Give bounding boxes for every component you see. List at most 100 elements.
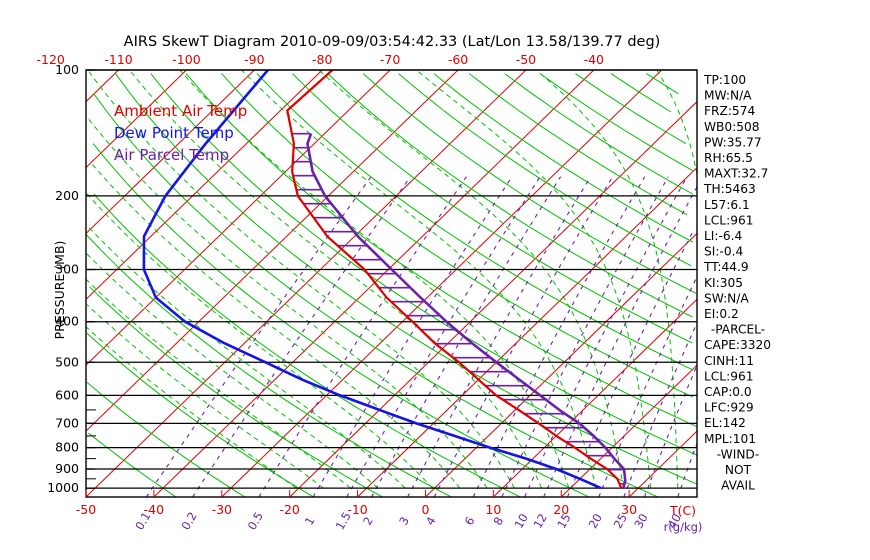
moist-adiabat-line	[241, 70, 597, 489]
parameter-line-5: RH:65.5	[704, 151, 753, 165]
mixing-ratio-tick-label: 10	[511, 511, 530, 531]
parameter-line-15: EI:0.2	[704, 307, 739, 321]
top-temp-tick-label: -90	[244, 52, 264, 67]
mixing-ratio-tick-label: 30	[631, 511, 650, 531]
top-temp-tick-label: -40	[584, 52, 604, 67]
parameter-line-16: -PARCEL-	[711, 323, 765, 337]
bottom-temp-tick-label: 10	[485, 502, 501, 517]
legend-item-1: Dew Point Temp	[114, 124, 234, 142]
dewpoint-curve	[142, 70, 602, 490]
parameter-line-26: AVAIL	[721, 479, 755, 493]
parameter-line-1: MW:N/A	[704, 89, 752, 103]
moist-adiabat-line	[86, 304, 324, 489]
moist-adiabat-line	[535, 70, 679, 489]
parameter-line-8: L57:6.1	[704, 198, 750, 212]
isotherm-line	[86, 70, 187, 169]
mixing-ratio-line	[258, 176, 467, 497]
bottom-temp-tick-label: -30	[212, 502, 232, 517]
moist-adiabat-line	[318, 70, 624, 489]
mixing-ratio-line	[370, 176, 562, 497]
bottom-temp-tick-label: 0	[421, 502, 429, 517]
dry-adiabat-line	[398, 73, 692, 267]
bottom-temp-tick-label: 20	[553, 502, 569, 517]
parameter-line-20: CAP:0.0	[704, 385, 752, 399]
pressure-tick-label: 300	[55, 262, 79, 277]
moist-adiabat-line	[87, 117, 488, 489]
dry-adiabat-line	[150, 73, 697, 456]
pressure-axis-label: PRESSURE (MB)	[52, 241, 67, 340]
isotherm-line	[86, 70, 527, 497]
moist-adiabat-line	[86, 192, 433, 489]
dry-adiabat-line	[362, 73, 697, 294]
parameter-line-25: NOT	[725, 463, 752, 477]
cape-hatch-area	[291, 132, 625, 485]
mixing-ratio-line	[677, 442, 697, 497]
mixing-ratio-line	[407, 176, 592, 497]
parameter-line-6: MAXT:32.7	[704, 167, 768, 181]
bottom-temp-tick-label: -50	[76, 502, 96, 517]
dry-adiabat-line	[256, 73, 694, 371]
parameter-line-23: MPL:101	[704, 432, 756, 446]
parameter-line-17: CAPE:3320	[704, 338, 771, 352]
isotherm-line	[221, 70, 663, 497]
mixing-ratio-line	[566, 228, 695, 497]
moist-adiabat-line	[129, 70, 543, 489]
pressure-tick-label: 800	[55, 440, 79, 455]
dry-adiabat-line	[86, 332, 315, 497]
parameter-line-22: EL:142	[704, 416, 746, 430]
moist-adiabat-line	[87, 70, 515, 489]
parameter-line-11: SI:-0.4	[704, 245, 743, 259]
dry-adiabat-line	[327, 73, 693, 318]
moist-adiabat-lines	[86, 70, 697, 489]
moist-adiabat-line	[86, 252, 379, 489]
dry-adiabat-line	[292, 73, 693, 344]
pressure-tick-label: 600	[55, 387, 79, 402]
dry-adiabat-line	[86, 233, 452, 497]
moist-adiabat-line	[89, 161, 461, 489]
dry-adiabat-line	[86, 381, 246, 497]
top-temp-tick-label: -50	[516, 52, 536, 67]
pressure-tick-label: 500	[55, 354, 79, 369]
page-title: AIRS SkewT Diagram 2010-09-09/03:54:42.3…	[124, 34, 661, 50]
pressure-axis-ticks: 100 200 300 400 500 600 700 800 900 1000	[47, 62, 95, 495]
parameter-line-13: KI:305	[704, 276, 743, 290]
parameter-line-12: TT:44.9	[703, 260, 749, 274]
isotherm-line	[86, 70, 255, 235]
dry-adiabat-line	[93, 93, 659, 497]
pressure-tick-label: 900	[55, 461, 79, 476]
mixing-ratio-line	[145, 176, 372, 497]
plot-border	[85, 69, 698, 498]
parameter-line-2: FRZ:574	[704, 104, 755, 118]
parameter-line-21: LFC:929	[704, 401, 754, 415]
isotherm-line	[492, 298, 697, 497]
isotherm-line	[153, 70, 595, 497]
ambient-temp-curve	[286, 70, 623, 489]
legend-item-0: Ambient Air Temp	[114, 102, 247, 120]
bottom-temp-tick-label: -20	[279, 502, 299, 517]
mixing-ratio-line	[501, 176, 669, 497]
isotherm-line	[289, 100, 697, 497]
dry-adiabat-line	[114, 73, 697, 485]
sounding-curves	[142, 70, 627, 490]
mixing-ratio-tick-label: 20	[586, 511, 605, 531]
pressure-tick-label: 700	[55, 415, 79, 430]
mixing-ratio-line	[524, 176, 688, 497]
moist-adiabat-line	[656, 70, 697, 175]
pressure-tick-label: 400	[55, 314, 79, 329]
dry-adiabat-line	[185, 73, 697, 428]
top-temp-tick-label: -100	[172, 52, 200, 67]
mixing-ratio-axis-label: r(g/kg)	[664, 520, 703, 534]
mixing-ratio-line	[543, 186, 697, 497]
top-temp-tick-label: -70	[380, 52, 400, 67]
top-temp-tick-label: -60	[448, 52, 468, 67]
parcel-temp-curve	[306, 133, 627, 489]
parameter-line-9: LCL:961	[704, 213, 753, 227]
bottom-temperature-ticks: -50 -40 -30 -20 -10 0 10 20 30	[76, 490, 637, 517]
dry-adiabat-line	[575, 73, 687, 145]
mixing-ratio-line	[623, 321, 697, 497]
parameter-line-7: TH:5463	[703, 182, 756, 196]
dry-adiabat-line	[646, 73, 679, 95]
